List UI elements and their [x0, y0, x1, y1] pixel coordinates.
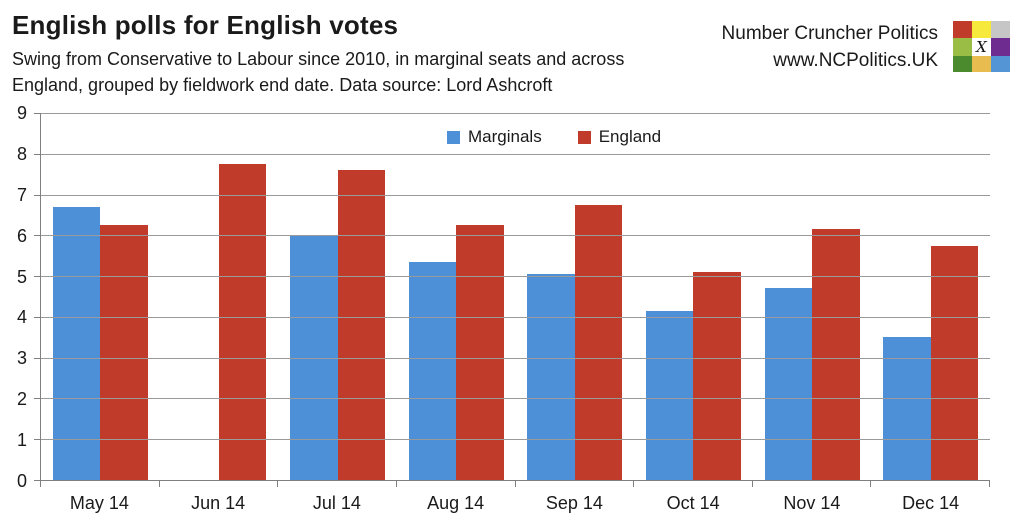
bar-group-oct-14: [634, 113, 753, 480]
logo-green-square: [953, 55, 972, 72]
y-axis-label: 4: [16, 307, 27, 328]
bar-england-jul-14: [337, 170, 385, 480]
legend-item-marginals: Marginals: [447, 127, 542, 147]
x-axis-label: Dec 14: [902, 493, 960, 513]
y-axis-tick: [34, 113, 41, 114]
bar-group-may-14: [41, 113, 160, 480]
gridline: [41, 113, 990, 114]
y-axis-tick: [34, 480, 41, 481]
bar-marginals-may-14: [52, 206, 101, 480]
gridline: [41, 439, 990, 441]
bar-marginals-sep-14: [527, 274, 575, 480]
chart-subtitle: Swing from Conservative to Labour since …: [12, 46, 624, 98]
bar-england-aug-14: [456, 225, 504, 480]
bar-group-aug-14: [397, 113, 516, 480]
bar-england-sep-14: [574, 204, 623, 480]
bar-marginals-dec-14: [883, 337, 931, 480]
logo-grey-square: [991, 21, 1010, 38]
y-axis-label: 6: [16, 225, 27, 246]
x-axis-label: Sep 14: [545, 493, 603, 513]
subtitle-line-1: Swing from Conservative to Labour since …: [12, 49, 625, 69]
y-axis-tick: [34, 194, 41, 196]
y-axis-tick: [34, 398, 41, 400]
x-axis-label: Aug 14: [427, 493, 485, 513]
logo-purple-square: [991, 37, 1010, 56]
gridline: [41, 357, 990, 359]
page-title: English polls for English votes: [12, 10, 399, 40]
y-axis-tick: [34, 316, 41, 318]
subtitle-line-2: England, grouped by fieldwork end date. …: [12, 75, 553, 95]
brand-block: Number Cruncher Politics www.NCPolitics.…: [722, 20, 938, 74]
brand-logo: X: [953, 21, 1010, 72]
y-axis-label: 1: [16, 430, 27, 451]
gridline: [41, 153, 990, 155]
legend-label-marginals: Marginals: [468, 127, 542, 146]
bar-marginals-oct-14: [646, 310, 694, 480]
brand-url: www.NCPolitics.UK: [773, 50, 938, 71]
y-axis-label: 9: [16, 103, 27, 123]
logo-ballot-x-square: X: [972, 37, 991, 56]
logo-yellow-green-square: [953, 37, 972, 56]
y-axis-label: 3: [16, 348, 27, 369]
bar-groups: [41, 113, 990, 480]
legend-item-england: England: [577, 127, 662, 147]
y-axis-label: 8: [16, 143, 27, 164]
y-axis-label: 0: [16, 471, 27, 491]
bar-group-jun-14: [160, 113, 279, 480]
x-axis-tick: [277, 480, 279, 487]
x-axis-tick: [989, 480, 990, 487]
x-axis-tick: [40, 480, 41, 487]
gridline: [41, 276, 990, 278]
x-axis-tick: [751, 480, 753, 487]
x-axis-tick: [395, 480, 397, 487]
x-axis-label: Oct 14: [666, 493, 720, 513]
x-axis-tick: [158, 480, 160, 487]
bar-marginals-nov-14: [764, 288, 813, 480]
logo-blue-square: [991, 55, 1010, 72]
x-axis-labels: May 14 Jun 14 Jul 14 Aug 14 Sep 14 Oct 14 Nov …: [40, 493, 990, 514]
bar-england-nov-14: [812, 229, 860, 480]
y-axis-tick: [34, 439, 41, 441]
logo-red-square: [953, 21, 972, 38]
legend-label-england: England: [598, 127, 662, 146]
y-axis-labels: 0 1 2 3 4 5 6 7 8 9: [0, 103, 33, 491]
bar-group-dec-14: [871, 113, 990, 480]
bar-group-jul-14: [278, 113, 397, 480]
x-axis-label: Jul 14: [312, 493, 361, 513]
gridline: [41, 235, 990, 237]
bar-england-jun-14: [218, 163, 267, 480]
y-axis-tick: [34, 153, 41, 155]
x-axis-tick: [870, 480, 872, 487]
y-axis-label: 2: [16, 389, 27, 410]
x-axis-tick: [514, 480, 516, 487]
bar-england-may-14: [100, 225, 148, 480]
chart-legend: Marginals England: [447, 127, 661, 147]
y-axis-tick: [34, 357, 41, 359]
y-axis-label: 7: [16, 184, 27, 205]
x-axis-label: May 14: [69, 493, 129, 513]
x-axis-label: Nov 14: [783, 493, 841, 513]
bar-england-oct-14: [693, 272, 741, 480]
bar-marginals-aug-14: [408, 261, 457, 480]
bar-group-sep-14: [516, 113, 635, 480]
bar-group-nov-14: [753, 113, 872, 480]
x-axis-tick: [633, 480, 635, 487]
y-axis-label: 5: [16, 266, 27, 287]
marginals-swatch-icon: [447, 130, 460, 144]
gridline: [41, 398, 990, 400]
logo-gold-square: [972, 55, 991, 72]
gridline: [41, 316, 990, 318]
logo-yellow-square: [972, 21, 991, 38]
england-swatch-icon: [577, 130, 591, 144]
gridline: [41, 194, 990, 196]
y-axis-tick: [34, 276, 41, 278]
y-axis-tick: [34, 235, 41, 237]
x-axis-label: Jun 14: [191, 493, 246, 513]
brand-name: Number Cruncher Politics: [721, 23, 938, 44]
bar-england-dec-14: [930, 245, 979, 480]
plot-area: [34, 113, 990, 487]
